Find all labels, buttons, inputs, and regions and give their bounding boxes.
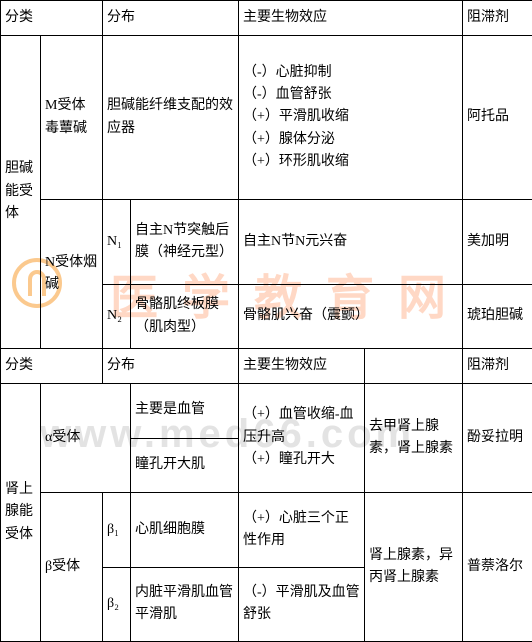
hdr2-blocker: 阻滞剂	[463, 348, 532, 383]
n1-dist: 自主N节突触后膜（神经元型）	[131, 200, 239, 285]
n1-sub: N₁	[103, 200, 131, 285]
n-label: N受体烟碱	[41, 200, 103, 349]
m-eff: （-）心脏抑制 （-）血管舒张 （+）平滑肌收缩 （+）腺体分泌 （+）环形肌收…	[239, 36, 463, 200]
b2-eff: （-）平滑肌及血管舒张	[239, 567, 365, 641]
hdr2-effect: 主要生物效应	[239, 348, 365, 383]
m-block: 阿托品	[463, 36, 532, 200]
m-dist: 胆碱能纤维支配的效应器	[103, 36, 239, 200]
hdr2-agonist-blank	[365, 348, 463, 383]
b1-eff: （+）心脏三个正性作用	[239, 493, 365, 567]
beta-label: β受体	[41, 493, 103, 642]
alpha-eff: （+）血管收缩-血压升高 （+）瞳孔开大	[239, 383, 365, 492]
choline-group: 胆碱能受体	[1, 36, 41, 349]
n2-block: 琥珀胆碱	[463, 285, 532, 348]
hdr1-effect: 主要生物效应	[239, 1, 463, 36]
beta-block: 普萘洛尔	[463, 493, 532, 642]
n2-sub: N₂	[103, 285, 131, 348]
alpha-label: α受体	[41, 383, 131, 492]
n2-eff: 骨骼肌兴奋（震颤）	[239, 285, 463, 348]
hdr1-blocker: 阻滞剂	[463, 1, 532, 36]
m-label: M受体毒蕈碱	[41, 36, 103, 200]
n1-block: 美加明	[463, 200, 532, 285]
b2-sub: β₂	[103, 567, 131, 641]
n1-eff: 自主N节N元兴奋	[239, 200, 463, 285]
b1-dist: 心肌细胞膜	[131, 493, 239, 567]
b1-sub: β₁	[103, 493, 131, 567]
beta-agon: 肾上腺素，异丙肾上腺素	[365, 493, 463, 642]
b2-dist: 内脏平滑肌血管平滑肌	[131, 567, 239, 641]
alpha-dist2: 瞳孔开大肌	[131, 438, 239, 493]
alpha-block: 酚妥拉明	[463, 383, 532, 492]
hdr1-distribution: 分布	[103, 1, 239, 36]
hdr2-category: 分类	[1, 348, 103, 383]
receptor-table: 分类 分布 主要生物效应 阻滞剂 胆碱能受体 M受体毒蕈碱 胆碱能纤维支配的效应…	[0, 0, 532, 642]
alpha-agon: 去甲肾上腺素，肾上腺素	[365, 383, 463, 492]
hdr2-distribution: 分布	[103, 348, 239, 383]
adren-group: 肾上腺能受体	[1, 383, 41, 641]
alpha-dist1: 主要是血管	[131, 383, 239, 438]
n2-dist: 骨骼肌终板膜（肌肉型）	[131, 285, 239, 348]
hdr1-category: 分类	[1, 1, 103, 36]
